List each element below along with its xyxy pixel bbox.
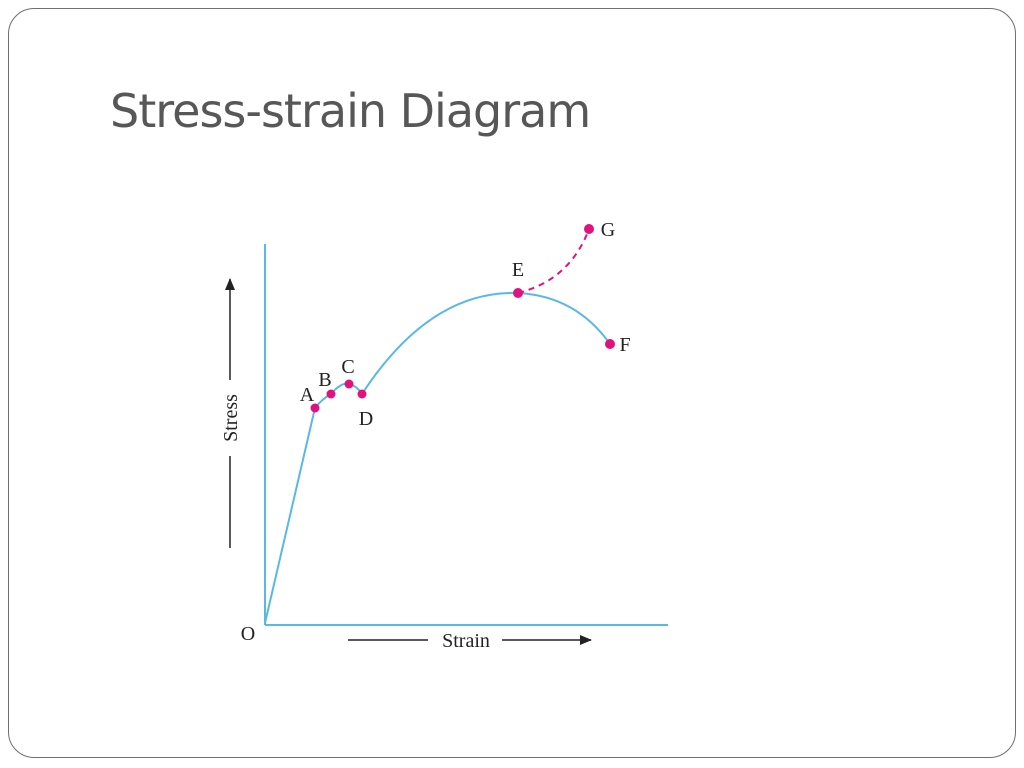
point-d-marker [357,389,367,399]
slide-title: Stress-strain Diagram [110,84,591,138]
point-c-marker [344,379,354,389]
slide-frame [8,8,1016,758]
point-b-label: B [318,369,331,391]
dashed-curve-e-to-g [517,228,590,294]
point-a-label: A [300,384,315,406]
point-f-marker [605,339,615,349]
point-b-marker [326,389,336,399]
x-axis-label: Strain [442,630,490,652]
point-e-label: E [512,259,524,281]
origin-label: O [241,623,255,645]
y-axis-label: Stress [220,394,242,442]
point-a-marker [310,403,320,413]
point-g-marker [584,224,594,234]
point-e-marker [513,288,523,298]
point-d-label: D [359,408,373,430]
point-f-label: F [619,334,630,356]
point-c-label: C [341,356,354,378]
point-g-label: G [601,219,615,241]
stress-strain-curve [264,291,611,624]
